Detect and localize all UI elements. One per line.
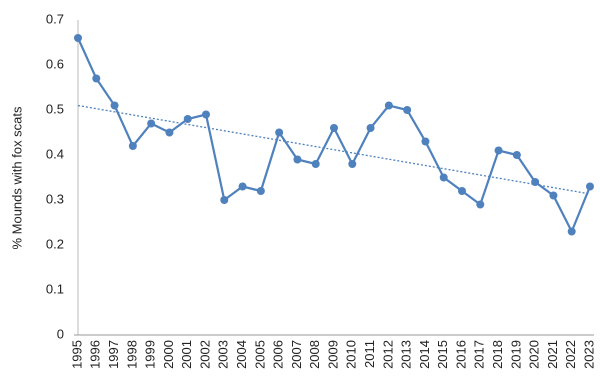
data-point: [439, 173, 448, 182]
data-point: [256, 187, 265, 195]
x-tick-label: 1997: [106, 340, 121, 369]
x-tick-label: 2000: [161, 340, 176, 369]
x-tick-label: 2004: [234, 340, 249, 369]
data-point: [494, 146, 503, 155]
y-tick-label: 0.1: [46, 281, 64, 296]
y-tick-label: 0.6: [46, 56, 64, 71]
x-tick-label: 1995: [69, 340, 84, 369]
data-point: [74, 34, 82, 42]
data-point: [348, 160, 357, 168]
data-point: [458, 187, 466, 195]
x-tick-label: 1996: [88, 340, 103, 369]
data-point: [512, 151, 521, 159]
x-tick-label: 2012: [380, 340, 395, 369]
x-tick-label: 2010: [344, 340, 359, 369]
data-point: [311, 160, 320, 168]
data-point: [586, 182, 594, 191]
x-tick-label: 2009: [325, 340, 340, 369]
data-point: [549, 191, 558, 200]
y-tick-label: 0.5: [46, 101, 64, 116]
data-point: [110, 101, 119, 110]
x-tick-label: 2018: [490, 340, 505, 369]
x-tick-label: 2005: [252, 340, 267, 369]
x-tick-label: 2011: [362, 340, 377, 368]
x-tick-label: 1998: [124, 340, 139, 369]
data-line: [76, 37, 592, 235]
data-point: [202, 110, 210, 119]
y-tick-label: 0: [57, 326, 64, 341]
x-tick-label: 2020: [527, 340, 542, 369]
x-tick-label: 2006: [271, 340, 286, 369]
y-tick-label: 0.7: [46, 11, 64, 26]
x-tick-label: 2014: [417, 340, 432, 369]
x-tick-label: 2008: [307, 340, 322, 369]
data-point: [421, 137, 430, 146]
data-point: [330, 124, 338, 132]
data-point: [476, 200, 485, 209]
data-point: [293, 155, 302, 164]
data-point: [147, 119, 156, 128]
x-tick-label: 2021: [545, 340, 560, 369]
x-tick-label: 1999: [143, 340, 158, 369]
trendline: [77, 104, 591, 195]
data-point: [531, 178, 540, 186]
data-point: [275, 128, 284, 137]
data-point: [92, 74, 101, 83]
data-point: [238, 182, 247, 191]
y-axis-title: % Mounds with fox scats: [9, 106, 24, 250]
x-tick-label: 2003: [216, 340, 231, 369]
data-point: [567, 227, 576, 236]
x-tick-label: 2015: [435, 340, 450, 369]
x-tick-label: 2016: [453, 340, 468, 369]
data-point: [128, 142, 137, 150]
data-point: [403, 106, 412, 114]
x-tick-label: 2019: [508, 340, 523, 369]
data-point: [220, 196, 229, 204]
y-tick-label: 0.4: [46, 146, 64, 161]
x-tick-label: 2022: [563, 340, 578, 369]
x-tick-label: 2013: [399, 340, 414, 369]
data-point: [366, 124, 375, 132]
x-tick-label: 2007: [289, 340, 304, 369]
y-tick-label: 0.3: [46, 191, 64, 206]
y-tick-label: 0.2: [46, 236, 64, 251]
data-point: [165, 128, 174, 137]
x-tick-label: 2001: [179, 340, 194, 369]
x-tick-label: 2002: [197, 340, 212, 369]
x-tick-label: 2023: [581, 340, 596, 369]
data-point: [384, 101, 393, 110]
x-tick-label: 2017: [472, 340, 487, 369]
data-point: [183, 115, 192, 123]
